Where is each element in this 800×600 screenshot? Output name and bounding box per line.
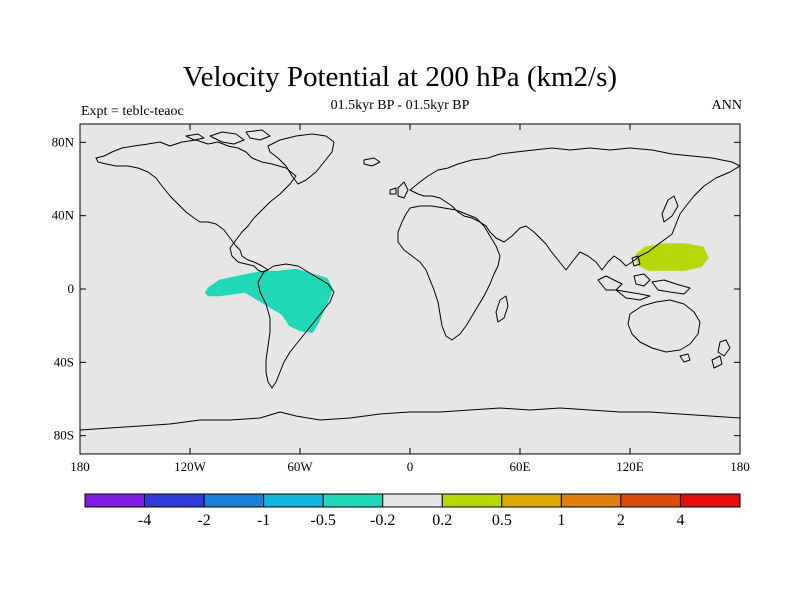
colorbar-swatch [441,493,503,508]
colorbar-label: 4 [676,512,684,529]
colorbar-swatch [144,493,205,508]
colorbar: -4 -2 -1 -0.5 -0.2 0.2 0.5 1 2 4 [84,493,741,529]
colorbar-label: -0.2 [370,512,395,529]
y-tick-label: 80S [54,428,74,443]
y-tick-label: 80N [52,134,75,149]
y-tick-label: 40N [52,208,75,223]
coastline-eurasia [409,147,740,271]
experiment-label: Expt = teblc-teaoc [81,104,184,119]
x-tick-label: 120W [174,459,207,474]
colorbar-label: -0.5 [311,512,336,529]
colorbar-swatch [84,493,146,508]
x-tick-label: 180 [730,459,750,474]
coastline-north-america [95,139,297,273]
coastline-antarctica [80,407,740,431]
coastline-madagascar [495,295,509,323]
anomaly-region-1 [204,268,333,333]
coastlines [80,129,740,431]
map-background [80,124,740,454]
season-label: ANN [711,98,742,113]
colorbar-label: -2 [197,512,210,529]
colorbar-swatch [382,493,443,508]
coastline-maritime-continent [597,255,691,301]
colorbar-swatch [560,493,622,508]
x-tick-label: 120E [616,459,644,474]
colorbar-swatch [679,493,741,508]
y-tick-label: 0 [68,281,75,296]
x-tick-label: 0 [407,459,414,474]
coastline-iceland [363,157,381,167]
colorbar-label: -1 [257,512,270,529]
map-axes: 180 120W 60W 0 60E 120E 180 80N 40N 0 40S 80S [52,124,750,474]
colorbar-label: -4 [138,512,151,529]
coastline-arctic-islands [185,129,271,145]
colorbar-label: 0.2 [432,512,452,529]
plot-subtitle: 01.5kyr BP - 01.5kyr BP [330,98,470,113]
coastline-greenland [267,133,335,185]
x-tick-label: 60W [287,459,313,474]
colorbar-swatch [322,493,384,508]
colorbar-label: 1 [557,512,565,529]
x-tick-label: 60E [510,459,531,474]
colorbar-label: 0.5 [492,512,512,529]
colorbar-swatch [620,493,681,508]
colorbar-label: 2 [617,512,625,529]
coastline-south-america [257,263,335,389]
anomaly-layer [204,243,709,333]
y-tick-label: 40S [54,354,74,369]
colorbar-swatch [501,493,562,508]
coastline-british-isles [389,181,409,199]
coastline-australia [627,299,701,353]
x-tick-label: 180 [70,459,90,474]
colorbar-swatch [203,493,265,508]
coastline-tasmania [679,353,691,363]
coastline-africa [397,205,501,341]
plot-title: Velocity Potential at 200 hPa (km2/s) [182,61,618,93]
anomaly-region-2 [635,243,709,271]
coastline-new-zealand [711,339,731,369]
coastline-japan [661,195,679,223]
colorbar-swatch [263,493,324,508]
